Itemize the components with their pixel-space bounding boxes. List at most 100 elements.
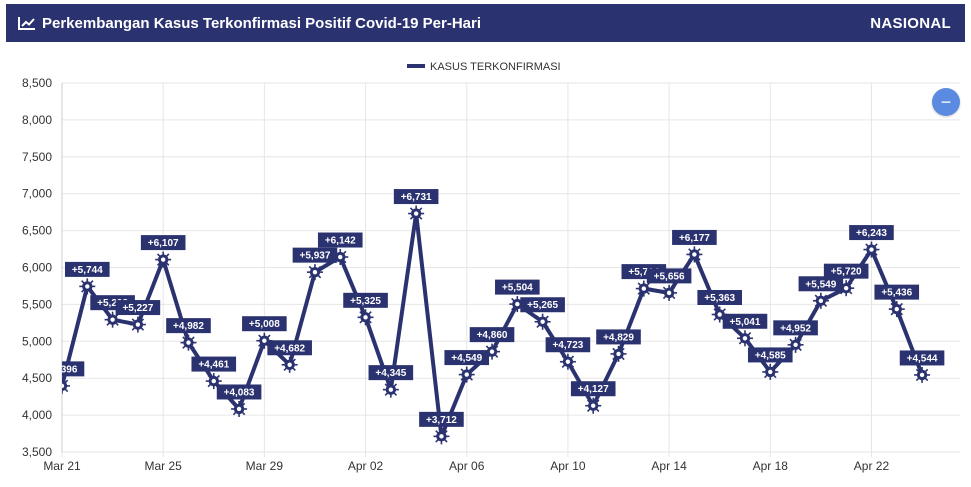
data-point[interactable] — [736, 330, 753, 347]
svg-text:+4,829: +4,829 — [603, 332, 634, 343]
y-tick-label: 5,000 — [22, 334, 52, 348]
svg-text:+5,041: +5,041 — [730, 317, 761, 328]
x-tick-label: Apr 10 — [550, 459, 586, 473]
y-tick-label: 6,000 — [22, 261, 52, 275]
svg-text:+5,549: +5,549 — [805, 279, 836, 290]
data-label: +5,008 — [242, 316, 287, 332]
data-label: +4,544 — [899, 350, 945, 366]
data-point[interactable] — [458, 366, 475, 383]
x-tick-label: Apr 02 — [348, 459, 384, 473]
data-point[interactable] — [812, 292, 829, 309]
data-label: +5,937 — [292, 247, 338, 263]
data-label: +5,720 — [823, 263, 869, 279]
svg-text:+6,142: +6,142 — [325, 236, 356, 247]
data-point[interactable] — [914, 366, 931, 383]
data-label: +5,549 — [798, 276, 844, 292]
data-point[interactable] — [433, 428, 450, 445]
data-point[interactable] — [155, 251, 172, 268]
data-label: +5,325 — [343, 292, 388, 308]
chart-header: Perkembangan Kasus Terkonfirmasi Positif… — [6, 4, 965, 42]
data-point[interactable] — [585, 397, 602, 414]
data-point[interactable] — [484, 343, 501, 360]
data-point[interactable] — [534, 313, 551, 330]
data-label: +4,345 — [368, 365, 414, 381]
data-point[interactable] — [762, 363, 779, 380]
data-point[interactable] — [281, 356, 298, 373]
data-label: +4,127 — [570, 381, 616, 397]
svg-text:+5,293: +5,293 — [97, 298, 128, 309]
data-label: +6,243 — [849, 225, 894, 241]
svg-text:+6,177: +6,177 — [679, 233, 710, 244]
line-chart: 3,500 4,000 4,500 5,000 5,500 6,000 6,500 7,000… — [22, 61, 960, 473]
zoom-out-button[interactable]: − — [932, 88, 960, 116]
x-tick-label: Apr 18 — [753, 459, 789, 473]
y-tick-label: 8,000 — [22, 113, 52, 127]
data-point[interactable] — [509, 296, 526, 313]
svg-text:+4,083: +4,083 — [224, 387, 255, 398]
data-point[interactable] — [54, 377, 70, 394]
data-point[interactable] — [863, 241, 880, 258]
svg-text:+4,461: +4,461 — [198, 360, 229, 371]
data-point[interactable] — [686, 246, 703, 263]
data-point[interactable] — [635, 280, 652, 297]
data-point[interactable] — [104, 311, 121, 328]
svg-text:+4,952: +4,952 — [780, 323, 811, 334]
scope-label: NASIONAL — [870, 14, 951, 32]
data-point[interactable] — [205, 373, 222, 390]
data-point[interactable] — [711, 306, 728, 323]
data-label: +4,549 — [444, 350, 490, 366]
y-tick-label: 4,000 — [22, 408, 52, 422]
svg-text:+4,544: +4,544 — [907, 353, 938, 364]
x-tick-label: Mar 21 — [43, 459, 81, 473]
svg-text:+4,585: +4,585 — [755, 350, 786, 361]
data-label: +5,363 — [697, 290, 742, 306]
x-tick-label: Apr 06 — [449, 459, 485, 473]
svg-text:+4,396: +4,396 — [47, 364, 78, 375]
data-label: +4,982 — [166, 318, 211, 334]
svg-text:+5,720: +5,720 — [831, 267, 862, 278]
svg-text:+4,982: +4,982 — [173, 321, 204, 332]
data-point[interactable] — [357, 309, 374, 326]
x-tick-label: Mar 29 — [246, 459, 284, 473]
data-point[interactable] — [661, 284, 678, 301]
svg-text:+6,731: +6,731 — [401, 192, 432, 203]
data-point[interactable] — [231, 400, 248, 417]
svg-text:+5,265: +5,265 — [527, 300, 558, 311]
data-point[interactable] — [408, 205, 425, 222]
data-label: +5,656 — [646, 268, 692, 284]
svg-text:+5,363: +5,363 — [704, 293, 735, 304]
data-point[interactable] — [559, 353, 576, 370]
x-tick-label: Mar 25 — [145, 459, 183, 473]
svg-text:+5,504: +5,504 — [502, 283, 533, 294]
data-label: +6,731 — [393, 189, 439, 205]
svg-text:+5,714: +5,714 — [628, 267, 659, 278]
svg-text:+5,656: +5,656 — [654, 271, 685, 282]
data-point[interactable] — [787, 336, 804, 353]
minus-icon: − — [940, 92, 952, 112]
data-label: +4,682 — [267, 340, 312, 356]
data-point[interactable] — [306, 264, 323, 281]
data-label: +5,227 — [115, 300, 161, 316]
svg-text:+4,682: +4,682 — [274, 343, 305, 354]
y-tick-label: 7,500 — [22, 150, 52, 164]
data-label: +4,829 — [596, 329, 641, 345]
svg-text:+6,243: +6,243 — [856, 228, 887, 239]
y-tick-label: 8,500 — [22, 76, 52, 90]
header-title-group: Perkembangan Kasus Terkonfirmasi Positif… — [18, 15, 481, 32]
data-point[interactable] — [129, 316, 146, 333]
svg-text:+5,744: +5,744 — [72, 265, 103, 276]
data-point[interactable] — [79, 278, 96, 295]
data-point[interactable] — [610, 345, 627, 362]
data-point[interactable] — [382, 381, 399, 398]
page-title: Perkembangan Kasus Terkonfirmasi Positif… — [42, 14, 482, 32]
svg-text:+4,723: +4,723 — [552, 340, 583, 351]
y-tick-label: 4,500 — [22, 371, 52, 385]
svg-text:+6,107: +6,107 — [148, 238, 179, 249]
data-label: +4,083 — [216, 384, 262, 400]
data-point[interactable] — [180, 334, 197, 351]
y-tick-label: 3,500 — [22, 445, 52, 459]
svg-text:+3,712: +3,712 — [426, 415, 457, 426]
data-point[interactable] — [888, 301, 905, 318]
data-label: +5,436 — [874, 284, 920, 300]
x-tick-label: Apr 22 — [854, 459, 890, 473]
